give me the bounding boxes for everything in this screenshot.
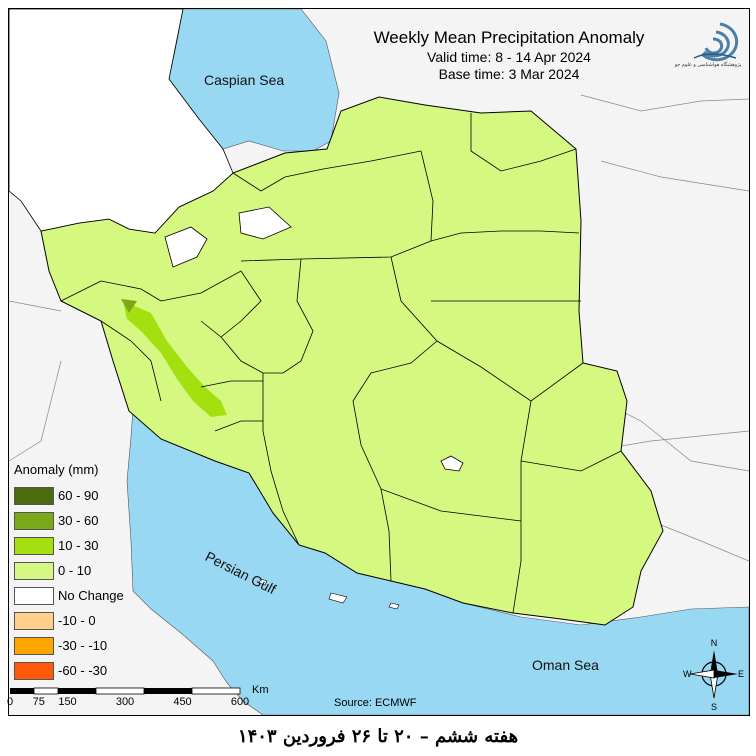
caspian-sea-label: Caspian Sea <box>204 72 285 88</box>
legend: Anomaly (mm) 60 - 90 30 - 60 10 - 30 0 - 10… <box>14 462 124 683</box>
legend-label: 60 - 90 <box>58 488 99 503</box>
title-block: Weekly Mean Precipitation Anomaly Valid … <box>339 27 679 83</box>
legend-swatch <box>14 586 54 605</box>
legend-swatch <box>14 511 54 530</box>
legend-label: No Change <box>58 588 124 603</box>
legend-label: 0 - 10 <box>58 563 92 578</box>
compass-rose-icon: N S E W <box>683 638 744 712</box>
source-label: Source: ECMWF <box>334 697 417 709</box>
compass-s: S <box>711 702 717 712</box>
legend-item: 30 - 60 <box>14 508 124 533</box>
iran-landmass <box>40 96 664 626</box>
legend-swatch <box>14 636 54 655</box>
legend-item: 60 - 90 <box>14 483 124 508</box>
map-canvas <box>9 9 749 715</box>
anomaly-30-60-zone <box>121 299 137 313</box>
province-borders <box>60 113 622 614</box>
compass-e: E <box>738 669 744 679</box>
legend-swatch <box>14 561 54 580</box>
compass-n: N <box>711 638 718 648</box>
legend-swatch <box>14 661 54 680</box>
legend-item: No Change <box>14 583 124 608</box>
legend-item: 10 - 30 <box>14 533 124 558</box>
scale-tick-label: 75 <box>32 696 45 708</box>
organization-logo-icon <box>693 22 739 62</box>
legend-item: -10 - 0 <box>14 608 124 633</box>
scale-tick-label: 450 <box>173 696 192 708</box>
no-change-regions <box>9 9 464 472</box>
legend-item: 0 - 10 <box>14 558 124 583</box>
scale-bar-graphic <box>10 687 241 695</box>
oman-sea-label: Oman Sea <box>532 657 599 673</box>
legend-swatch <box>14 486 54 505</box>
scale-tick-label: 300 <box>115 696 135 708</box>
anomaly-10-30-zone <box>123 301 227 417</box>
legend-label: 30 - 60 <box>58 513 99 528</box>
legend-label: -10 - 0 <box>58 613 96 628</box>
map-frame: Weekly Mean Precipitation Anomaly Valid … <box>8 8 750 716</box>
gulf-islands <box>258 578 400 610</box>
map-title: Weekly Mean Precipitation Anomaly <box>373 28 645 47</box>
legend-label: 10 - 30 <box>58 538 99 553</box>
legend-label: -30 - -10 <box>58 638 108 653</box>
footer-caption: هفته ششم – ۲۰ تا ۲۶ فروردین ۱۴۰۳ <box>237 726 519 747</box>
legend-label: -60 - -30 <box>58 663 108 678</box>
base-time: Base time: 3 Mar 2024 <box>438 66 580 82</box>
logo-text: پژوهشگاه هواشناسی و علوم جو <box>674 62 742 68</box>
scale-bar: 0 75 150 300 450 600 Km <box>6 684 269 710</box>
compass-w: W <box>683 669 692 679</box>
scale-tick-label: 0 <box>6 696 14 708</box>
legend-title: Anomaly (mm) <box>14 462 99 477</box>
legend-item: -60 - -30 <box>14 658 124 683</box>
legend-item: -30 - -10 <box>14 633 124 658</box>
legend-swatch <box>14 536 54 555</box>
valid-time: Valid time: 8 - 14 Apr 2024 <box>427 49 591 65</box>
scale-tick-label: 600 <box>230 696 250 708</box>
scale-tick-label: 150 <box>58 696 77 708</box>
scale-unit: Km <box>252 684 269 696</box>
legend-swatch <box>14 611 54 630</box>
legend-rows: 60 - 90 30 - 60 10 - 30 0 - 10 No Change -10 … <box>14 483 124 683</box>
